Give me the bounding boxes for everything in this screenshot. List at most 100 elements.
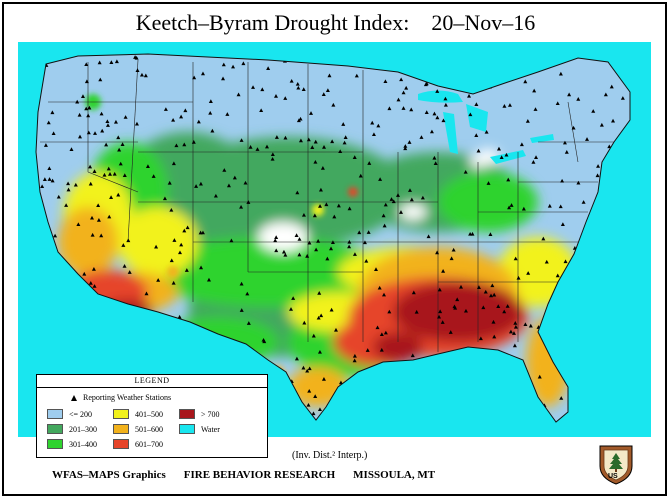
station-marker bbox=[107, 214, 112, 219]
station-marker bbox=[449, 256, 454, 261]
station-marker bbox=[370, 120, 375, 125]
station-marker bbox=[505, 304, 510, 308]
legend-swatch bbox=[179, 409, 195, 419]
station-marker bbox=[352, 353, 357, 358]
station-marker bbox=[306, 137, 311, 142]
station-marker bbox=[77, 112, 82, 117]
station-marker bbox=[210, 128, 215, 133]
station-marker bbox=[440, 320, 445, 324]
station-marker bbox=[194, 184, 199, 188]
station-marker bbox=[347, 206, 352, 211]
station-marker bbox=[171, 161, 176, 166]
station-marker bbox=[401, 106, 406, 110]
station-marker bbox=[43, 143, 48, 147]
legend-label: > 700 bbox=[201, 409, 220, 419]
station-marker bbox=[90, 232, 95, 237]
station-marker bbox=[200, 71, 205, 76]
station-marker bbox=[221, 62, 226, 67]
station-marker bbox=[332, 214, 337, 219]
station-marker bbox=[567, 92, 572, 97]
legend-swatch bbox=[113, 424, 129, 434]
station-marker bbox=[322, 145, 327, 149]
legend-label: 601–700 bbox=[135, 439, 163, 449]
station-marker bbox=[352, 155, 357, 159]
station-marker bbox=[116, 192, 121, 197]
station-marker bbox=[463, 308, 468, 313]
legend-heading: LEGEND bbox=[37, 375, 267, 388]
station-marker bbox=[231, 64, 236, 69]
station-marker bbox=[174, 143, 179, 148]
station-marker bbox=[273, 94, 278, 98]
station-marker bbox=[259, 108, 264, 113]
station-marker bbox=[316, 239, 321, 243]
station-marker bbox=[182, 142, 187, 147]
station-marker bbox=[347, 244, 352, 249]
station-marker bbox=[376, 123, 381, 128]
station-marker bbox=[443, 102, 448, 107]
station-marker bbox=[443, 96, 448, 101]
map-title: Keetch–Byram Drought Index: 20–Nov–16 bbox=[135, 10, 536, 35]
station-marker bbox=[246, 321, 251, 325]
station-marker bbox=[499, 155, 504, 159]
station-marker bbox=[98, 77, 103, 82]
station-marker bbox=[167, 180, 172, 185]
station-marker bbox=[305, 254, 310, 258]
station-marker bbox=[476, 148, 481, 153]
station-marker bbox=[75, 99, 80, 104]
station-marker bbox=[491, 319, 496, 324]
station-marker bbox=[396, 97, 401, 102]
station-marker bbox=[163, 107, 168, 111]
station-marker bbox=[91, 267, 96, 271]
station-marker bbox=[273, 238, 278, 243]
station-marker bbox=[333, 327, 338, 332]
station-marker bbox=[379, 332, 384, 337]
station-marker bbox=[547, 203, 552, 208]
station-marker bbox=[576, 97, 581, 101]
legend-item: 501–600 bbox=[113, 422, 179, 436]
station-marker bbox=[112, 171, 117, 176]
station-marker bbox=[283, 96, 288, 100]
station-marker bbox=[310, 145, 315, 149]
station-marker bbox=[241, 61, 246, 66]
station-marker bbox=[330, 139, 335, 144]
station-marker bbox=[341, 122, 346, 126]
station-marker bbox=[362, 240, 367, 245]
station-marker bbox=[609, 84, 614, 89]
station-marker bbox=[528, 323, 533, 328]
station-marker bbox=[198, 230, 203, 235]
station-marker bbox=[433, 161, 438, 166]
station-marker bbox=[92, 169, 97, 173]
station-marker bbox=[470, 231, 475, 236]
station-marker bbox=[313, 139, 318, 144]
station-marker bbox=[435, 115, 440, 120]
station-marker bbox=[118, 161, 123, 166]
station-marker bbox=[307, 388, 312, 393]
station-marker bbox=[301, 212, 306, 217]
legend-label: 201–300 bbox=[69, 424, 97, 434]
station-marker bbox=[80, 94, 85, 98]
station-marker bbox=[297, 237, 302, 241]
station-marker bbox=[516, 275, 521, 280]
station-marker bbox=[251, 85, 256, 89]
station-marker bbox=[53, 233, 58, 238]
station-marker bbox=[134, 121, 139, 126]
station-marker bbox=[84, 79, 89, 84]
station-marker bbox=[183, 108, 188, 113]
station-marker bbox=[432, 155, 437, 160]
station-marker bbox=[87, 105, 92, 110]
station-marker bbox=[378, 177, 383, 181]
station-marker bbox=[77, 134, 82, 139]
station-marker bbox=[261, 337, 266, 342]
station-marker bbox=[407, 188, 412, 192]
station-marker bbox=[560, 178, 565, 183]
station-marker bbox=[611, 118, 616, 123]
station-marker bbox=[620, 96, 625, 100]
legend-label: 401–500 bbox=[135, 409, 163, 419]
station-marker bbox=[555, 273, 560, 278]
station-marker bbox=[179, 114, 184, 119]
legend-swatch bbox=[47, 439, 63, 449]
station-marker bbox=[381, 292, 386, 297]
station-marker bbox=[562, 140, 567, 145]
station-marker bbox=[306, 402, 311, 407]
station-marker bbox=[114, 59, 119, 64]
